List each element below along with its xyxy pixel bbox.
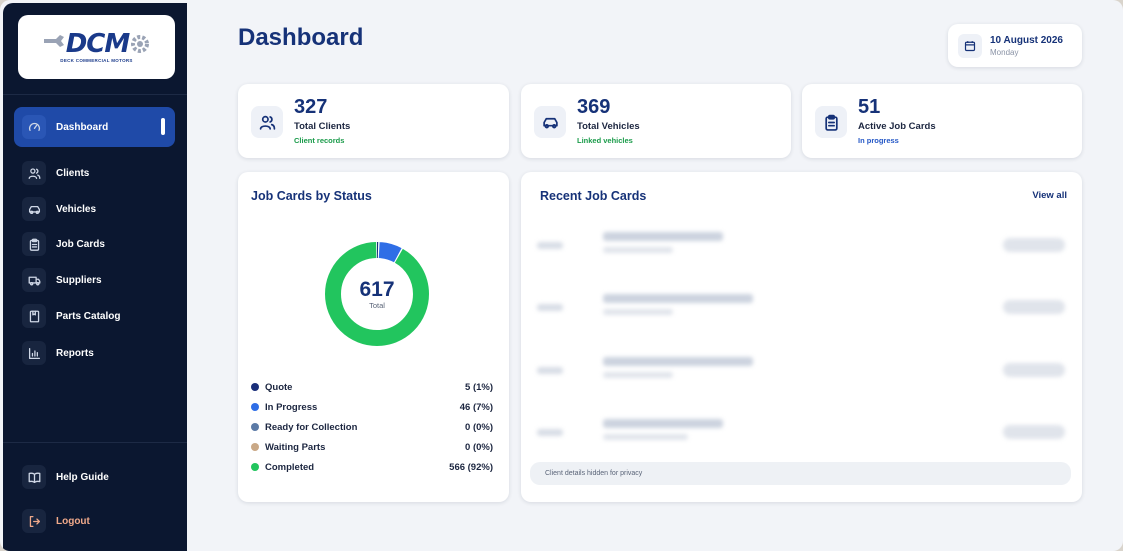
truck-icon bbox=[22, 268, 46, 292]
sidebar-item-label: Reports bbox=[56, 347, 94, 359]
stat-value: 51 bbox=[858, 96, 881, 118]
sidebar-item-label: Job Cards bbox=[56, 238, 105, 250]
users-icon bbox=[22, 161, 46, 185]
logout-label: Logout bbox=[56, 515, 90, 527]
donut-chart: 617 Total bbox=[323, 240, 431, 348]
sidebar-divider bbox=[3, 94, 187, 95]
car-icon bbox=[534, 106, 566, 138]
legend-swatch bbox=[251, 443, 259, 451]
legend-value: 46 (7%) bbox=[459, 401, 493, 413]
open-book-icon bbox=[22, 465, 46, 489]
legend-value: 0 (0%) bbox=[465, 441, 493, 453]
sidebar-item-label: Vehicles bbox=[56, 203, 97, 215]
legend-entry: Quote 5 (1%) bbox=[251, 380, 493, 394]
sidebar: DCM DECK COMMERCIAL MOTORS Dashboard Cli… bbox=[3, 3, 187, 551]
stat-card-vehicles[interactable]: 369 Total Vehicles Linked vehicles bbox=[521, 84, 791, 158]
logout-icon bbox=[22, 509, 46, 533]
sidebar-item-suppliers[interactable]: Suppliers bbox=[14, 263, 175, 297]
sidebar-item-clients[interactable]: Clients bbox=[14, 156, 175, 190]
donut-slice-quote[interactable] bbox=[325, 242, 429, 346]
stat-label: Active Job Cards bbox=[858, 121, 936, 132]
list-item[interactable] bbox=[537, 228, 1065, 268]
legend-label: Waiting Parts bbox=[265, 441, 326, 453]
legend-label: Completed bbox=[265, 461, 315, 473]
legend-label: Quote bbox=[265, 381, 293, 393]
stat-label: Total Vehicles bbox=[577, 121, 640, 132]
view-all-link[interactable]: View all bbox=[1032, 190, 1067, 201]
bar-chart-icon bbox=[22, 341, 46, 365]
recent-job-cards-panel: Recent Job Cards View all Client details… bbox=[521, 172, 1082, 502]
legend-entry: Ready for Collection 0 (0%) bbox=[251, 420, 493, 434]
legend-label: Ready for Collection bbox=[265, 421, 358, 433]
legend-value: 566 (92%) bbox=[449, 461, 493, 473]
wrench-logo-icon bbox=[43, 35, 64, 47]
car-icon bbox=[22, 197, 46, 221]
stat-card-job-cards[interactable]: 51 Active Job Cards In progress bbox=[802, 84, 1082, 158]
list-item[interactable] bbox=[537, 290, 1065, 330]
gear-logo-icon bbox=[131, 35, 150, 53]
donut-slice-completed[interactable] bbox=[325, 242, 429, 346]
stat-label: Total Clients bbox=[294, 121, 351, 132]
legend-entry: In Progress 46 (7%) bbox=[251, 400, 493, 414]
active-indicator bbox=[161, 118, 165, 135]
sidebar-item-parts-catalog[interactable]: Parts Catalog bbox=[14, 299, 175, 333]
stat-subtext: Client records bbox=[294, 136, 345, 145]
clipboard-icon bbox=[22, 232, 46, 256]
sidebar-item-label: Clients bbox=[56, 167, 90, 179]
legend-label: In Progress bbox=[265, 401, 318, 413]
stat-subtext: In progress bbox=[858, 136, 899, 145]
stat-subtext: Linked vehicles bbox=[577, 136, 633, 145]
sidebar-item-dashboard[interactable]: Dashboard bbox=[14, 107, 175, 147]
users-icon bbox=[251, 106, 283, 138]
sidebar-item-job-cards[interactable]: Job Cards bbox=[14, 227, 175, 261]
current-weekday: Monday bbox=[990, 47, 1019, 57]
sidebar-divider bbox=[3, 442, 187, 443]
job-status-panel: Job Cards by Status 617 Total Quote 5 (1%… bbox=[238, 172, 509, 502]
page-title: Dashboard bbox=[238, 24, 364, 51]
donut-total: 617 bbox=[359, 277, 395, 301]
sidebar-item-label: Dashboard bbox=[56, 121, 109, 133]
book-icon bbox=[22, 304, 46, 328]
legend-swatch bbox=[251, 403, 259, 411]
donut-total-label: Total bbox=[369, 300, 385, 310]
date-display: 10 August 2026 Monday bbox=[948, 24, 1082, 67]
legend-entry: Waiting Parts 0 (0%) bbox=[251, 440, 493, 454]
donut-center: 617 Total bbox=[323, 240, 431, 348]
sidebar-item-label: Suppliers bbox=[56, 274, 102, 286]
privacy-notice: Client details hidden for privacy bbox=[530, 462, 1071, 485]
calendar-icon bbox=[958, 33, 982, 58]
logo[interactable]: DCM DECK COMMERCIAL MOTORS bbox=[18, 15, 175, 79]
list-item[interactable] bbox=[537, 415, 1065, 455]
panel-title: Recent Job Cards bbox=[540, 189, 647, 203]
logo-mark: DCM bbox=[42, 31, 152, 57]
panel-title: Job Cards by Status bbox=[251, 189, 372, 203]
current-date: 10 August 2026 bbox=[990, 34, 1063, 46]
speedometer-icon bbox=[22, 115, 46, 139]
sidebar-item-vehicles[interactable]: Vehicles bbox=[14, 192, 175, 226]
legend-swatch bbox=[251, 463, 259, 471]
logo-subtitle: DECK COMMERCIAL MOTORS bbox=[60, 58, 133, 63]
list-item[interactable] bbox=[537, 353, 1065, 393]
legend-entry: Completed 566 (92%) bbox=[251, 460, 493, 474]
stat-card-clients[interactable]: 327 Total Clients Client records bbox=[238, 84, 509, 158]
stat-value: 327 bbox=[294, 96, 328, 118]
legend-swatch bbox=[251, 383, 259, 391]
logo-text: DCM bbox=[65, 29, 131, 59]
logout-button[interactable]: Logout bbox=[14, 504, 175, 538]
help-guide-button[interactable]: Help Guide bbox=[14, 460, 175, 494]
legend-value: 0 (0%) bbox=[465, 421, 493, 433]
legend-value: 5 (1%) bbox=[465, 381, 493, 393]
legend-swatch bbox=[251, 423, 259, 431]
stat-value: 369 bbox=[577, 96, 611, 118]
help-guide-label: Help Guide bbox=[56, 471, 109, 483]
sidebar-item-label: Parts Catalog bbox=[56, 310, 121, 322]
clipboard-icon bbox=[815, 106, 847, 138]
donut-svg bbox=[325, 242, 429, 346]
sidebar-item-reports[interactable]: Reports bbox=[14, 336, 175, 370]
